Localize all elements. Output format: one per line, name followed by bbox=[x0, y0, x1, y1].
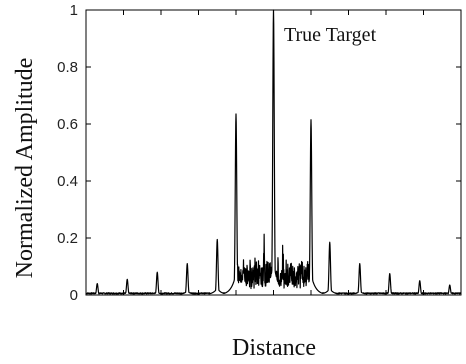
y-ticks: 0 0.2 0.4 0.6 0.8 1 bbox=[57, 2, 461, 304]
signal-line bbox=[85, 9, 462, 295]
y-tick-label: 1 bbox=[70, 2, 78, 19]
y-tick-label: 0.2 bbox=[57, 230, 78, 247]
y-tick-label: 0.4 bbox=[57, 173, 78, 190]
y-tick-label: 0.6 bbox=[57, 116, 78, 133]
y-tick-label: 0 bbox=[70, 287, 78, 304]
y-tick-label: 0.8 bbox=[57, 59, 78, 76]
x-ticks bbox=[85, 10, 462, 295]
y-axis-label: Normalized Amplitude bbox=[12, 58, 38, 279]
plot-area: 0 0.2 0.4 0.6 0.8 1 bbox=[57, 2, 462, 304]
x-axis-label: Distance bbox=[232, 335, 316, 361]
annotation-true-target: True Target bbox=[284, 24, 377, 46]
